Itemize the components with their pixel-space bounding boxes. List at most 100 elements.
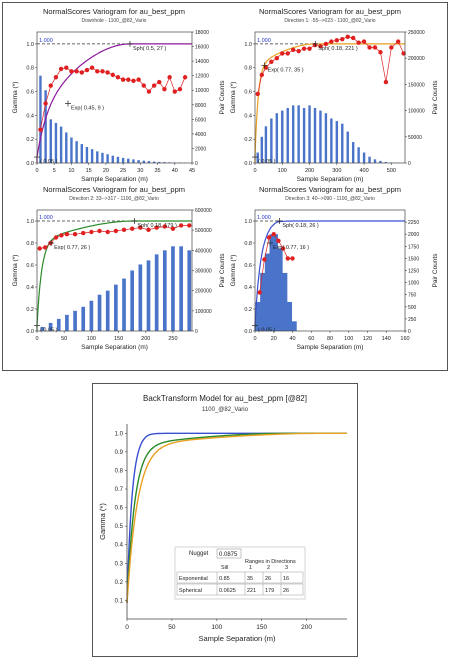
experimental-point [146, 89, 152, 94]
y-tick-label: 0.0 [244, 329, 252, 335]
x-axis-label: Sample Separation (m) [297, 344, 364, 351]
experimental-point [121, 227, 127, 232]
pair-count-bar [75, 141, 78, 163]
pair-count-bar [132, 159, 135, 163]
pair-count-bar [330, 118, 333, 163]
y-tick-label: 0.6 [26, 263, 34, 269]
experimental-point [323, 41, 329, 47]
y2-tick-label: 100000 [195, 309, 212, 315]
pair-count-bar [73, 310, 77, 331]
x-tick-label: 20 [271, 336, 277, 342]
pair-count-bar [54, 122, 58, 163]
experimental-point [296, 48, 301, 54]
model-annotation: Exp( 0.77, 26 ) [54, 245, 90, 251]
y-tick-label: 1.0 [244, 219, 252, 225]
experimental-point [129, 226, 135, 231]
row-range: 16 [283, 576, 289, 582]
pair-count-bar [319, 110, 322, 163]
x-axis-label: Sample Separation (m) [81, 176, 148, 183]
pair-count-bar [81, 306, 86, 331]
model-annotation: ( 0.05 ) [40, 328, 58, 334]
y-tick-label: 1.0 [244, 42, 252, 48]
pair-count-bar [313, 107, 317, 163]
row-name: Spherical [179, 588, 202, 594]
model-annotation: ( 0.05 ) [258, 328, 276, 334]
y2-tick-label: 4000 [195, 132, 206, 138]
y-tick-label: 0.8 [244, 66, 252, 72]
experimental-point [395, 39, 401, 44]
experimental-point [361, 39, 367, 44]
x-tick-label: 80 [327, 336, 333, 342]
y-tick-label: 0.4 [244, 113, 252, 119]
experimental-point [89, 229, 94, 235]
experimental-point [79, 70, 84, 75]
experimental-point [266, 235, 272, 240]
x-tick-label: 35 [154, 168, 160, 174]
pair-count-bar [341, 123, 344, 163]
x-tick-label: 160 [400, 336, 409, 342]
pair-count-bar [39, 75, 42, 163]
pair-count-bar [116, 156, 120, 163]
experimental-point [172, 89, 177, 94]
x-tick-label: 0 [35, 336, 38, 342]
y2-tick-label: 250000 [408, 30, 425, 36]
experimental-point [285, 256, 291, 261]
experimental-point [269, 59, 274, 64]
x-tick-label: 140 [382, 336, 391, 342]
pair-count-bar [379, 160, 382, 163]
chart-subtitle: Direction 2: 33-->317 - 1100_@82_Vario [69, 196, 159, 202]
pair-count-bar [260, 136, 264, 163]
experimental-point [182, 75, 188, 80]
experimental-point [48, 83, 53, 88]
pair-count-bar [114, 284, 118, 331]
pair-count-bar [335, 121, 339, 163]
y-axis-label: Gamma (*) [12, 82, 19, 114]
x-tick-label: 300 [332, 168, 341, 174]
pair-count-bar [264, 126, 268, 163]
y2-tick-label: 1750 [408, 244, 419, 250]
experimental-point [89, 65, 95, 70]
x-tick-label: 0 [125, 624, 129, 631]
experimental-point [276, 238, 281, 243]
model-annotation: ( 0.05 ) [258, 159, 276, 165]
pair-count-bar [138, 264, 143, 331]
pair-count-bar [90, 149, 94, 163]
experimental-point [285, 51, 290, 56]
variogram-panel: NormalScores Variogram for au_best_ppm Do… [2, 2, 448, 371]
experimental-point [259, 72, 265, 78]
y-tick-label: 0.8 [26, 66, 34, 72]
pair-count-bar [101, 152, 104, 163]
x-axis-label: Sample Separation (m) [81, 344, 148, 351]
pair-count-bar [85, 146, 89, 163]
experimental-point [170, 226, 176, 231]
experimental-point [72, 232, 78, 237]
y-tick-label: 0.2 [115, 580, 124, 586]
backtransform-plot: BackTransform Model for au_best_ppm [@82… [98, 394, 347, 643]
pair-count-bar [121, 157, 125, 163]
y-tick-label: 0.6 [244, 263, 252, 269]
pair-count-bar [297, 105, 300, 163]
variogram-chart-2: NormalScores Variogram for au_best_ppm Di… [230, 7, 439, 183]
y2-tick-label: 300000 [195, 269, 212, 275]
pair-count-bar [270, 118, 273, 163]
pair-count-bar [281, 110, 284, 163]
direction-header: 2 [267, 565, 270, 571]
y2-tick-label: 1500 [408, 256, 419, 262]
experimental-point [162, 224, 168, 229]
pair-count-bar [142, 160, 145, 163]
experimental-point [378, 50, 383, 55]
x-tick-label: 200 [305, 168, 314, 174]
pair-count-bar [152, 161, 156, 163]
model-annotation: Exp( 0.77, 35 ) [268, 67, 304, 73]
experimental-point [383, 79, 389, 85]
pair-count-bar [351, 142, 355, 163]
y-axis-label: Gamma (*) [12, 255, 19, 287]
sill-label: 1.000 [257, 38, 271, 44]
row-name: Exponential [179, 576, 208, 582]
pair-count-bar [70, 137, 73, 163]
y2-tick-label: 0 [195, 329, 198, 335]
plot-frame [254, 31, 406, 164]
y2-tick-label: 100000 [408, 109, 425, 115]
experimental-point [43, 101, 48, 106]
pair-count-bar [106, 154, 109, 163]
